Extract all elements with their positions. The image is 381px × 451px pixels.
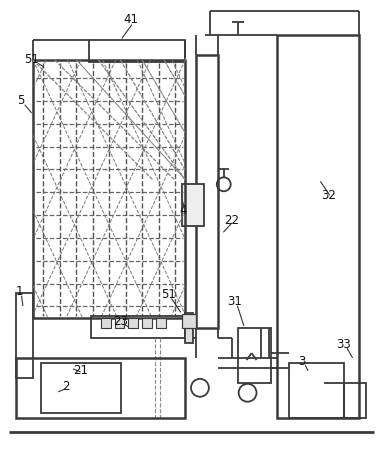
Text: 32: 32	[322, 189, 336, 201]
Text: 23: 23	[113, 314, 128, 327]
Bar	[344, 383, 366, 418]
Bar	[185, 313, 193, 343]
Bar	[89, 41, 185, 63]
Bar	[142, 318, 152, 328]
Bar	[182, 315, 196, 328]
Text: 3: 3	[298, 354, 306, 367]
Bar	[16, 358, 185, 418]
Text: 33: 33	[336, 337, 351, 350]
Bar	[289, 363, 344, 418]
Text: 41: 41	[123, 13, 138, 26]
Bar	[196, 56, 218, 328]
Text: 22: 22	[224, 213, 239, 226]
Text: 51: 51	[161, 287, 176, 300]
Bar	[182, 185, 204, 226]
Text: 1: 1	[16, 285, 23, 297]
Text: 31: 31	[227, 295, 242, 307]
Text: 21: 21	[73, 364, 88, 377]
Bar	[156, 318, 166, 328]
Bar	[238, 328, 271, 383]
Bar	[101, 318, 110, 328]
Text: 5: 5	[18, 94, 25, 107]
Bar	[33, 61, 185, 318]
Bar	[91, 317, 185, 338]
Text: 51: 51	[24, 53, 38, 65]
Text: 4: 4	[179, 203, 187, 216]
Bar	[277, 37, 359, 418]
Bar	[41, 363, 120, 413]
Bar	[128, 318, 138, 328]
Bar	[16, 294, 33, 378]
Text: 2: 2	[62, 379, 70, 392]
Bar	[115, 318, 125, 328]
